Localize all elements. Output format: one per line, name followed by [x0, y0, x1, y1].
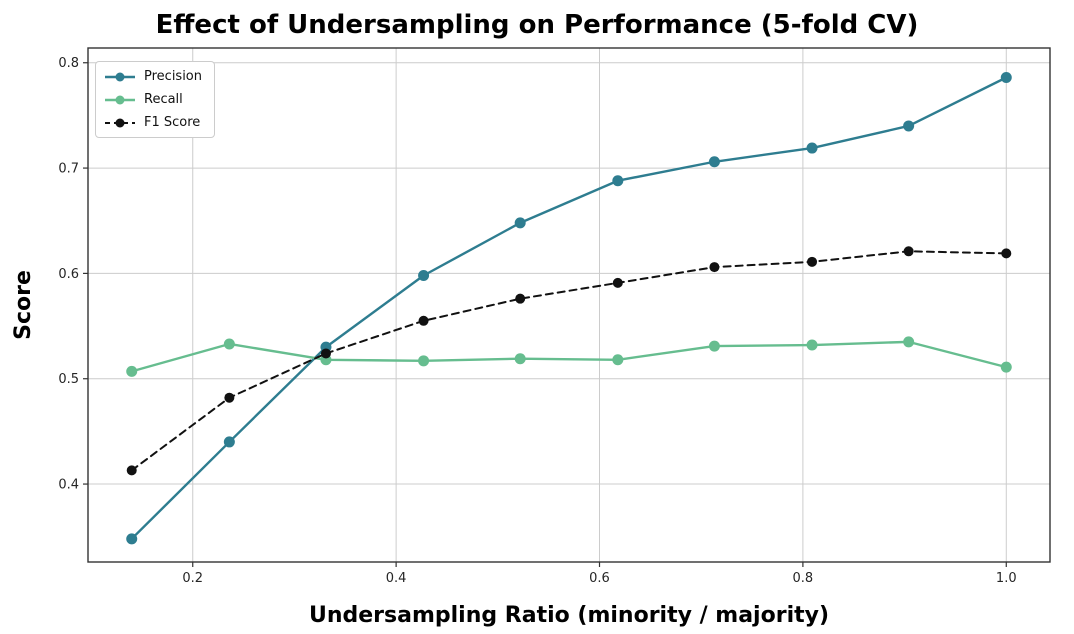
data-point-marker	[612, 354, 624, 366]
data-point-marker	[223, 436, 235, 448]
y-axis-label: Score	[11, 270, 36, 340]
data-point-marker	[903, 336, 915, 348]
data-point-marker	[709, 262, 720, 273]
data-point-marker	[612, 175, 624, 187]
series-line	[130, 250, 1008, 472]
data-point-marker	[515, 293, 526, 304]
x-tick-label: 0.2	[182, 571, 203, 586]
data-point-marker	[514, 217, 526, 229]
data-point-marker	[806, 142, 818, 154]
series-recall	[126, 336, 1012, 377]
data-point-marker	[514, 353, 526, 365]
legend-item-recall: Recall	[104, 90, 202, 109]
data-series	[126, 71, 1012, 545]
data-point-marker	[903, 246, 914, 257]
axis-ticks: 0.2 0.4 0.6 0.8 1.0 0.4 0.5 0.6 0.7 0.8	[58, 56, 1016, 586]
data-point-marker	[612, 277, 623, 288]
data-point-marker	[418, 315, 429, 326]
y-tick-label: 0.7	[58, 162, 79, 177]
legend-label: F1 Score	[144, 115, 201, 130]
data-point-marker	[708, 340, 720, 352]
y-tick-label: 0.6	[58, 267, 79, 282]
legend-marker	[115, 72, 125, 81]
data-point-marker	[1001, 248, 1012, 259]
legend-item-f1-score: F1 Score	[104, 113, 202, 132]
data-point-marker	[806, 339, 818, 351]
legend-line-sample	[105, 95, 135, 104]
legend: Precision Recall F1 Score	[95, 61, 216, 138]
legend-line-sample	[105, 72, 135, 81]
series-line	[130, 340, 1008, 373]
legend-item-precision: Precision	[104, 67, 202, 86]
x-axis-label: Undersampling Ratio (minority / majority…	[309, 603, 829, 628]
chart-title: Effect of Undersampling on Performance (…	[156, 10, 919, 40]
data-point-marker	[126, 465, 137, 476]
series-precision	[126, 71, 1012, 545]
y-tick-label: 0.5	[58, 372, 79, 387]
gridlines	[88, 48, 1050, 562]
legend-line-sample	[105, 118, 135, 127]
data-point-marker	[224, 392, 235, 403]
data-point-marker	[418, 355, 430, 367]
plot-border	[87, 47, 1051, 563]
data-point-marker	[807, 256, 818, 267]
x-tick-label: 0.8	[793, 571, 814, 586]
legend-marker	[115, 118, 125, 127]
x-tick-label: 0.4	[386, 571, 407, 586]
data-point-marker	[126, 365, 138, 377]
data-point-marker	[418, 270, 430, 282]
legend-label: Precision	[144, 69, 203, 84]
x-tick-label: 0.6	[589, 571, 610, 586]
series-f1-score	[126, 246, 1012, 476]
data-point-marker	[223, 338, 235, 350]
data-point-marker	[1000, 71, 1012, 83]
x-tick-label: 1.0	[996, 571, 1017, 586]
data-point-marker	[903, 120, 915, 132]
legend-label: Recall	[144, 92, 183, 107]
data-point-marker	[708, 156, 720, 168]
y-tick-label: 0.8	[58, 56, 79, 71]
data-point-marker	[1000, 361, 1012, 373]
legend-marker	[115, 95, 125, 104]
data-point-marker	[126, 533, 138, 545]
y-tick-label: 0.4	[58, 478, 79, 493]
data-point-marker	[320, 348, 331, 359]
series-line	[130, 76, 1008, 541]
